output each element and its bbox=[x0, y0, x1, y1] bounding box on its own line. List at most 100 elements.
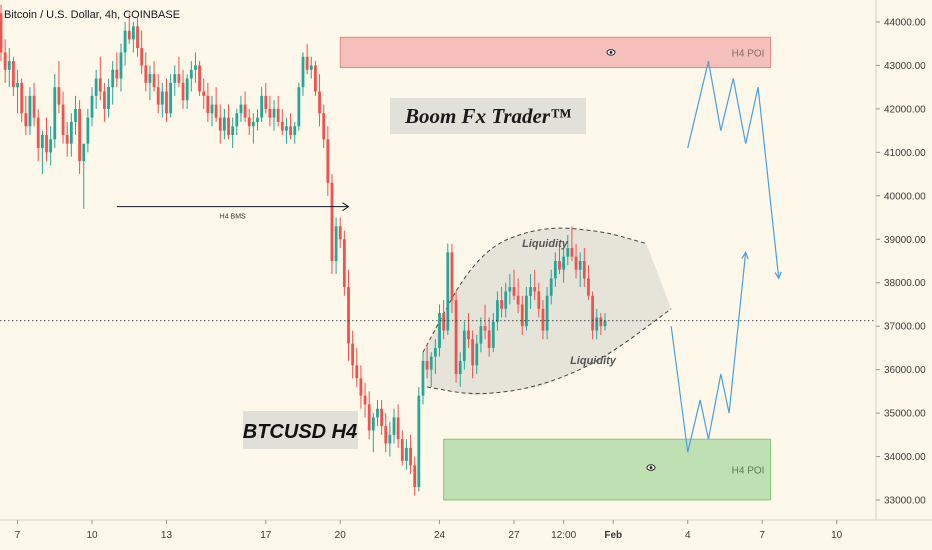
candle-body bbox=[421, 360, 425, 396]
candle-body bbox=[160, 91, 164, 105]
candle-body bbox=[16, 82, 19, 88]
candle-body bbox=[450, 252, 454, 301]
candle-body bbox=[347, 287, 350, 344]
y-tick-label: 33000.00 bbox=[884, 496, 926, 507]
candle-body bbox=[297, 87, 301, 127]
candle-body bbox=[3, 52, 7, 70]
candle-body bbox=[380, 408, 384, 427]
candle-body bbox=[268, 108, 272, 118]
candle-body bbox=[156, 87, 160, 105]
candle-body bbox=[293, 126, 297, 135]
candle-body bbox=[376, 408, 379, 418]
candle-body bbox=[247, 117, 251, 127]
candle-body bbox=[136, 26, 139, 49]
candle-body bbox=[131, 26, 135, 40]
candle-body bbox=[24, 113, 28, 127]
candle-body bbox=[202, 91, 206, 96]
y-tick-label: 44000.00 bbox=[884, 18, 926, 29]
candle-body bbox=[529, 287, 532, 296]
candle-body bbox=[243, 104, 247, 118]
candle-body bbox=[562, 256, 566, 270]
projection-path-upper-arrowhead bbox=[774, 271, 782, 280]
candle-body bbox=[40, 134, 44, 149]
candle-layer bbox=[0, 4, 607, 496]
candle-body bbox=[49, 139, 53, 153]
candle-body bbox=[194, 65, 197, 70]
candle-body bbox=[119, 52, 123, 79]
candle-body bbox=[405, 447, 408, 461]
candle-body bbox=[388, 434, 392, 444]
chart-title: Bitcoin / U.S. Dollar, 4h, COINBASE bbox=[4, 9, 180, 21]
candle-body bbox=[36, 117, 40, 149]
candle-body bbox=[371, 417, 375, 431]
candle-body bbox=[438, 313, 441, 348]
candle-body bbox=[272, 108, 276, 118]
candle-body bbox=[12, 61, 15, 88]
candle-body bbox=[566, 247, 570, 257]
y-tick-label: 35000.00 bbox=[884, 409, 926, 420]
candle-body bbox=[7, 61, 11, 70]
candle-body bbox=[545, 295, 549, 331]
y-tick-label: 34000.00 bbox=[884, 452, 926, 463]
candle-body bbox=[326, 139, 330, 183]
candle-body bbox=[28, 95, 32, 127]
candle-body bbox=[330, 182, 334, 261]
candle-body bbox=[338, 226, 342, 240]
candle-body bbox=[467, 330, 470, 340]
candle-body bbox=[285, 126, 288, 131]
x-tick-label: 4 bbox=[685, 530, 691, 541]
candle-body bbox=[301, 56, 305, 88]
candle-body bbox=[231, 126, 235, 135]
candle-body bbox=[177, 74, 181, 83]
liquidity-bottom-label: Liquidity bbox=[570, 355, 617, 367]
projection-path-lower-arrowhead bbox=[741, 250, 749, 260]
candle-body bbox=[359, 378, 363, 396]
eye-icon bbox=[609, 51, 613, 54]
candle-body bbox=[334, 226, 338, 261]
candle-body bbox=[603, 320, 607, 327]
candle-body bbox=[570, 247, 574, 257]
candle-body bbox=[53, 87, 57, 140]
candle-body bbox=[65, 134, 69, 144]
candle-body bbox=[94, 78, 98, 96]
candle-body bbox=[280, 121, 284, 131]
candle-body bbox=[152, 74, 156, 88]
x-tick-label: 17 bbox=[260, 530, 272, 541]
symbol-badge-box bbox=[243, 411, 358, 449]
candle-body bbox=[276, 108, 280, 122]
y-tick-label: 41000.00 bbox=[884, 148, 926, 159]
candle-body bbox=[578, 261, 582, 270]
brand-label: Boom Fx Trader™ bbox=[404, 104, 571, 128]
symbol-badge-label: BTCUSD H4 bbox=[243, 421, 357, 443]
price-axis-panel bbox=[876, 0, 932, 550]
candle-body bbox=[140, 48, 144, 66]
bms-arrowhead bbox=[342, 202, 350, 212]
candle-body bbox=[74, 108, 77, 122]
candle-body bbox=[32, 95, 36, 118]
candle-body bbox=[508, 287, 512, 292]
candle-body bbox=[206, 95, 210, 114]
candle-body bbox=[322, 113, 326, 140]
candle-body bbox=[214, 104, 218, 118]
candle-body bbox=[553, 261, 557, 279]
x-tick-label: 7 bbox=[15, 530, 21, 541]
candle-body bbox=[0, 13, 3, 53]
candle-body bbox=[111, 69, 115, 88]
candle-body bbox=[103, 91, 106, 109]
y-tick-label: 36000.00 bbox=[884, 365, 926, 376]
y-tick-label: 42000.00 bbox=[884, 104, 926, 115]
candle-body bbox=[165, 91, 168, 114]
candle-body bbox=[487, 330, 491, 348]
candle-body bbox=[314, 65, 317, 92]
candle-body bbox=[454, 300, 458, 374]
candle-body bbox=[533, 287, 537, 292]
candle-body bbox=[496, 300, 499, 322]
y-tick-label: 40000.00 bbox=[884, 191, 926, 202]
candle-body bbox=[20, 82, 24, 114]
candle-body bbox=[516, 295, 520, 305]
candle-body bbox=[227, 117, 230, 135]
candle-body bbox=[471, 339, 475, 366]
candle-body bbox=[442, 313, 446, 331]
x-tick-label: 24 bbox=[434, 530, 446, 541]
